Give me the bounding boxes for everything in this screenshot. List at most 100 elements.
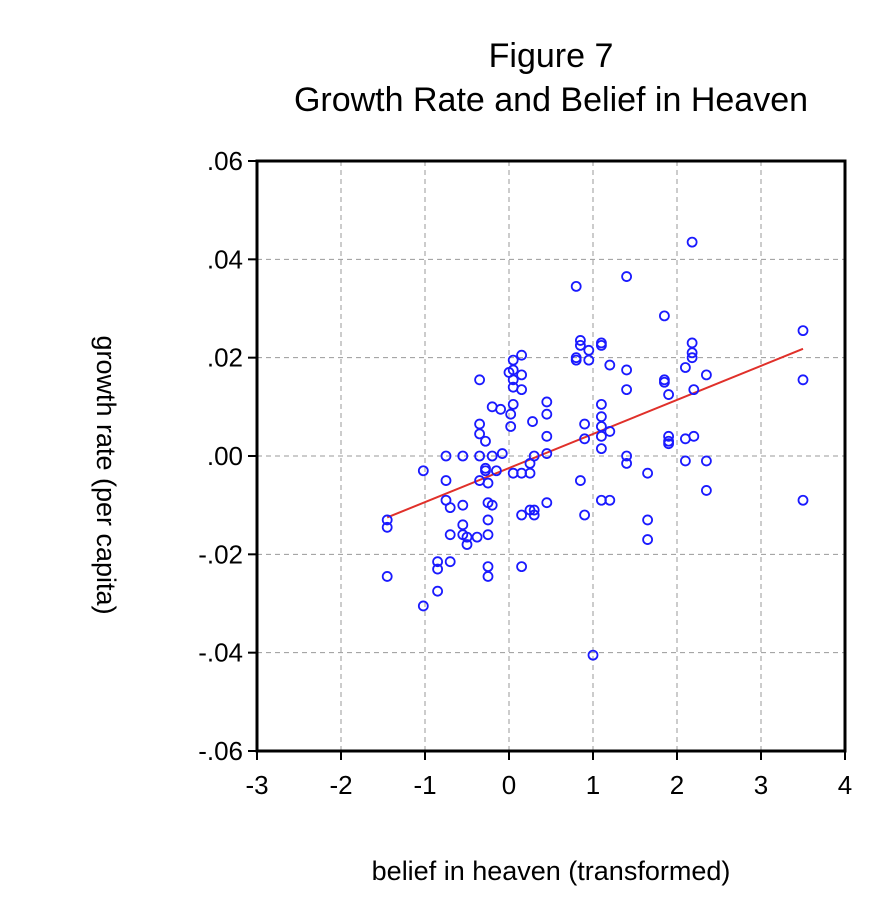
data-point [604,426,616,437]
y-tick-label: -.02 [198,539,243,569]
data-point [474,428,486,440]
x-tick-label: 2 [670,770,684,800]
data-point [507,374,519,386]
data-point [701,369,712,381]
y-axis-label: growth rate (per capita) [91,335,121,614]
data-point [575,339,586,351]
data-point [505,408,517,420]
y-tick-label: .02 [207,343,243,373]
data-point [461,539,473,550]
data-point [680,362,691,373]
data-point [432,556,444,568]
data-point [516,509,527,521]
data-point [596,339,607,351]
data-point [516,349,527,361]
data-point [797,494,809,506]
data-point [495,403,507,415]
y-tick-label: .04 [207,244,243,274]
data-point [642,534,653,545]
data-point [621,384,632,396]
data-point [482,571,494,582]
data-point [471,531,483,543]
data-point [688,430,700,442]
y-tick-label: -.06 [198,736,243,766]
y-tick-label: .06 [207,146,243,176]
data-point [541,448,553,459]
data-point [621,271,632,282]
data-point [486,499,498,511]
data-point [587,649,599,661]
data-point [432,585,444,597]
chart-title: Figure 7 [489,37,614,75]
data-point [444,502,456,514]
data-point [444,556,456,568]
data-point [480,435,491,447]
data-point [701,485,712,496]
data-point [527,416,538,427]
data-point [457,499,469,511]
x-tick-label: -1 [413,770,436,800]
data-point [474,450,486,462]
data-point [621,457,632,469]
x-tick-label: 1 [586,770,600,800]
data-point [440,450,452,462]
data-point [480,465,491,477]
data-point [457,519,469,531]
data-point [440,475,452,486]
data-point [579,509,590,521]
data-point [663,389,674,400]
data-points [381,236,809,661]
grid-lines [257,161,845,751]
data-point [659,310,670,322]
data-point [541,408,553,420]
data-point [457,450,469,462]
data-point [541,396,553,408]
x-tick-label: 3 [754,770,768,800]
y-tick-label: -.04 [198,638,243,668]
data-point [686,347,698,359]
data-point [686,352,698,364]
data-point [496,448,508,459]
data-point [575,475,586,486]
fit-line-group [386,347,804,519]
data-point [570,354,582,366]
data-point [507,398,519,410]
data-point [686,236,698,248]
data-point [474,374,486,386]
data-point [680,455,691,467]
data-point [797,325,809,337]
data-point [486,450,498,462]
data-point [541,497,553,509]
data-point [417,600,429,612]
data-point [482,561,494,573]
data-point [663,438,674,450]
data-point [474,418,486,430]
chart-subtitle: Growth Rate and Belief in Heaven [294,81,808,119]
data-point [579,418,590,430]
data-point [528,509,540,521]
data-point [381,514,393,526]
data-point [482,514,494,526]
data-point [596,398,607,410]
data-point [482,477,494,489]
data-point [575,335,586,346]
data-point [583,354,595,366]
data-point [604,494,616,506]
data-point [505,421,517,432]
data-point [444,529,456,541]
data-point [797,374,809,386]
data-point [596,430,607,442]
data-point [417,465,429,477]
data-point [663,430,674,442]
data-point [659,376,670,388]
data-point [642,467,653,479]
data-point [642,514,653,526]
data-point [482,529,494,541]
x-tick-label: 0 [502,770,516,800]
data-point [688,384,700,396]
x-tick-label: 4 [838,770,852,800]
data-point [686,337,698,349]
data-point [516,384,527,396]
data-point [507,354,519,366]
